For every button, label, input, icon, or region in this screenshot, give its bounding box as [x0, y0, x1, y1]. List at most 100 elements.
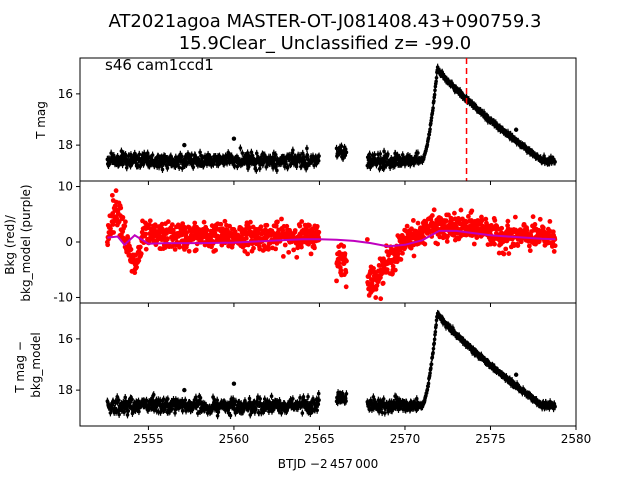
middle-red-point	[451, 232, 457, 238]
bottom-point	[315, 408, 319, 413]
middle-red-point	[338, 268, 344, 273]
top-point	[275, 168, 279, 173]
top-outlier	[231, 136, 237, 141]
middle-red-point	[111, 230, 116, 235]
bottom-point	[378, 407, 383, 411]
middle-red-point	[445, 233, 450, 239]
middle-red-point	[186, 248, 192, 254]
middle-ytick-label: 10	[58, 180, 73, 194]
middle-red-point	[299, 219, 305, 224]
middle-ytick-label: 0	[65, 235, 73, 249]
middle-red-point	[146, 222, 152, 228]
top-point	[316, 158, 321, 163]
middle-red-point	[435, 241, 441, 247]
middle-red-point	[245, 251, 251, 257]
middle-red-point	[537, 216, 543, 222]
top-point	[245, 151, 250, 155]
middle-red-point	[118, 205, 124, 211]
middle-red-point	[279, 216, 284, 222]
top-point	[254, 151, 259, 156]
bottom-point	[198, 396, 203, 400]
middle-purple-model-line	[107, 229, 556, 248]
middle-red-point	[373, 295, 379, 300]
bottom-point	[116, 398, 121, 402]
top-point	[217, 154, 222, 158]
middle-red-point	[404, 223, 410, 229]
bottom-point	[344, 391, 349, 396]
middle-red-point	[364, 237, 370, 242]
bottom-point	[383, 411, 387, 415]
middle-red-point	[137, 244, 143, 250]
bottom-point	[316, 391, 321, 396]
middle-red-point	[280, 254, 286, 259]
middle-red-point	[134, 264, 139, 270]
middle-red-point	[411, 253, 417, 259]
bottom-point	[254, 407, 258, 412]
top-point	[382, 149, 386, 154]
top-point	[229, 154, 234, 158]
bottom-point	[226, 411, 231, 415]
middle-red-point	[392, 267, 398, 273]
middle-red-point	[291, 247, 297, 253]
bottom-point	[170, 407, 174, 411]
title-line-2: 15.9Clear_ Unclassified z= -99.0	[179, 33, 472, 54]
middle-red-point	[307, 223, 312, 228]
middle-red-point	[474, 235, 480, 241]
middle-red-point	[343, 284, 349, 290]
middle-red-point	[518, 239, 524, 245]
middle-red-point	[120, 215, 126, 220]
middle-red-point	[316, 229, 322, 235]
middle-red-point	[410, 218, 416, 223]
middle-red-point	[512, 214, 518, 220]
middle-red-point	[506, 251, 512, 256]
top-points	[105, 63, 557, 174]
middle-red-point	[499, 225, 505, 231]
top-outlier	[513, 127, 519, 132]
top-point	[304, 167, 308, 171]
middle-red-point	[466, 214, 471, 219]
bottom-point	[262, 397, 267, 401]
bottom-point	[212, 397, 216, 402]
middle-red-point	[122, 223, 128, 229]
middle-red-point	[376, 262, 382, 268]
bottom-point	[298, 395, 302, 400]
middle-red-point	[308, 251, 314, 257]
middle-red-point	[422, 241, 428, 247]
middle-red-point	[344, 258, 349, 264]
middle-red-point	[384, 267, 390, 273]
middle-red-point	[204, 227, 210, 233]
bottom-points	[105, 309, 557, 420]
middle-red-point	[126, 252, 132, 258]
middle-red-point	[532, 222, 538, 227]
bottom-point	[165, 397, 170, 401]
top-point	[317, 154, 321, 158]
top-point	[137, 152, 142, 157]
top-point	[123, 152, 128, 157]
middle-red-point	[415, 220, 421, 226]
top-outlier	[337, 145, 343, 150]
middle-red-point	[116, 219, 122, 224]
panel-middle-background: -10 0 10	[53, 180, 577, 307]
bottom-point	[117, 412, 121, 417]
middle-red-point	[341, 243, 347, 249]
bottom-point	[306, 394, 310, 399]
middle-red-point	[227, 223, 232, 229]
middle-red-point	[213, 247, 218, 253]
middle-red-point	[374, 283, 380, 288]
middle-red-points	[104, 188, 558, 302]
top-point	[165, 166, 170, 170]
top-point	[160, 167, 165, 172]
middle-red-point	[552, 243, 558, 249]
middle-red-point	[172, 246, 178, 252]
top-point	[428, 127, 432, 132]
top-point	[191, 165, 196, 170]
middle-red-point	[515, 243, 521, 248]
top-point	[240, 151, 245, 155]
bottom-point	[123, 399, 128, 403]
middle-red-point	[443, 218, 449, 224]
top-point	[150, 153, 155, 157]
middle-red-point	[483, 216, 489, 222]
bottom-point	[267, 409, 271, 414]
